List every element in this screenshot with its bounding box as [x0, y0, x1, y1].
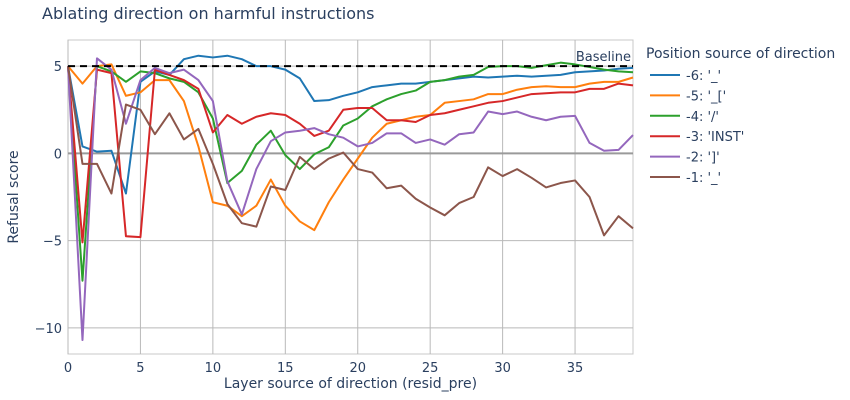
- legend-item-2: -4: '/': [686, 110, 719, 125]
- tick-labels: 0 5 10 15 20 25 30 35 −10 −5 0 5: [35, 60, 584, 376]
- x-tick-label: 5: [136, 361, 144, 376]
- y-axis-title: Refusal score: [6, 150, 22, 243]
- x-tick-label: 10: [205, 361, 222, 376]
- series-lines: [67, 54, 634, 342]
- series-line-0: [67, 54, 634, 195]
- x-tick-label: 0: [64, 361, 72, 376]
- series-line-1: [67, 63, 634, 232]
- x-tick-label: 25: [422, 361, 439, 376]
- legend-item-5: -1: '_': [686, 171, 721, 186]
- y-tick-label: 5: [54, 60, 62, 75]
- legend-item-0: -6: '_': [686, 69, 721, 84]
- x-tick-label: 15: [277, 361, 294, 376]
- x-axis-title: Layer source of direction (resid_pre): [224, 376, 477, 392]
- legend-item-4: -2: ']': [686, 151, 720, 166]
- series-line-5: [67, 66, 634, 237]
- baseline-label: Baseline: [576, 50, 631, 65]
- chart-title: Ablating direction on harmful instructio…: [42, 4, 375, 23]
- legend-item-3: -3: 'INST': [686, 130, 744, 145]
- x-tick-label: 20: [349, 361, 366, 376]
- legend-title: Position source of direction: [646, 46, 835, 62]
- y-tick-label: 0: [54, 147, 62, 162]
- x-tick-label: 30: [494, 361, 511, 376]
- series-line-4: [67, 57, 634, 342]
- legend-item-1: -5: '_[': [686, 89, 726, 104]
- series-line-3: [67, 66, 634, 244]
- y-tick-label: −10: [35, 322, 62, 337]
- legend: Position source of direction -6: '_' -5: …: [646, 46, 835, 186]
- x-tick-label: 35: [567, 361, 584, 376]
- y-tick-label: −5: [43, 235, 62, 250]
